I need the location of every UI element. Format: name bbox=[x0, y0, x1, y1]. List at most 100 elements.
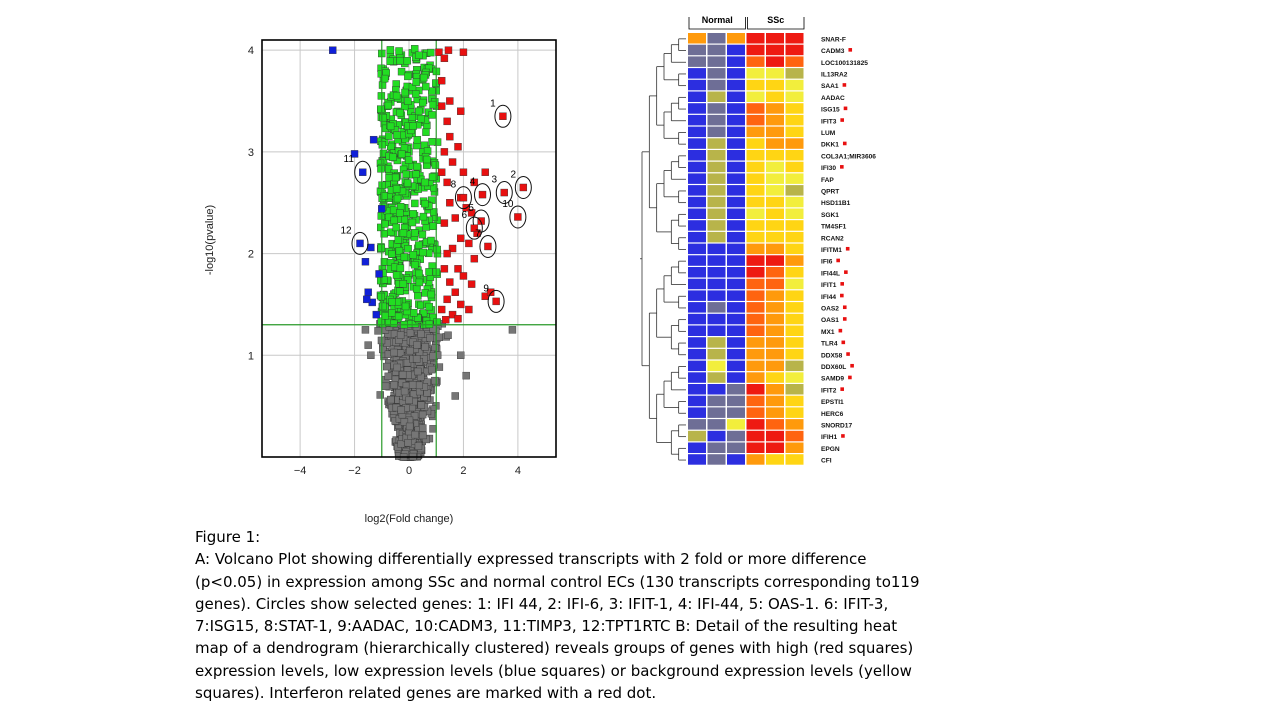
highlight-circle bbox=[354, 160, 372, 184]
green-point bbox=[427, 236, 435, 245]
heatmap-cell bbox=[707, 243, 726, 255]
heatmap-cell bbox=[727, 196, 745, 208]
gray-point bbox=[410, 412, 419, 420]
up-point bbox=[451, 288, 459, 296]
highlight-label: 11 bbox=[344, 154, 355, 165]
gene-label: SAMD9 bbox=[821, 376, 844, 383]
gene-label: IFI30 bbox=[821, 165, 836, 172]
gene-label: DKK1 bbox=[821, 142, 839, 149]
heatmap-cell bbox=[727, 384, 745, 395]
heatmap-cell bbox=[707, 290, 726, 301]
interferon-dot bbox=[848, 48, 853, 52]
up-point bbox=[446, 132, 454, 141]
heatmap-cell bbox=[785, 185, 804, 196]
heatmap-cell bbox=[688, 384, 706, 395]
y-tick-label: 3 bbox=[248, 147, 254, 159]
green-point bbox=[411, 229, 419, 237]
heatmap-cell bbox=[727, 407, 745, 418]
heatmap-cell bbox=[785, 173, 804, 184]
heatmap-cell bbox=[785, 384, 804, 395]
up-point bbox=[443, 178, 451, 187]
heatmap-cell bbox=[688, 243, 706, 255]
heatmap-cell bbox=[785, 395, 804, 407]
heatmap-cell bbox=[766, 407, 784, 418]
heatmap-cell bbox=[727, 442, 745, 453]
gray-point bbox=[419, 431, 427, 440]
highlighted-point bbox=[359, 168, 367, 176]
heatmap-cell bbox=[746, 337, 765, 348]
gene-labels: SNAR-F CADM3 LOC100131825 IL13RA2 SAA1 AADAC I… bbox=[821, 36, 876, 464]
gray-point bbox=[417, 330, 425, 338]
heatmap-cell bbox=[766, 68, 784, 79]
gene-label: DDX58 bbox=[821, 352, 843, 359]
heatmap-cell bbox=[766, 325, 784, 336]
highlight-label: 5 bbox=[468, 203, 474, 214]
heatmap-cell bbox=[766, 348, 784, 360]
green-point bbox=[422, 82, 430, 91]
interferon-dot bbox=[842, 83, 847, 87]
heatmap-cell bbox=[688, 267, 706, 278]
green-point bbox=[402, 170, 410, 179]
heatmap-cell bbox=[688, 185, 706, 196]
heatmap-cell bbox=[746, 430, 765, 442]
down-point bbox=[369, 135, 378, 144]
heatmap-cell bbox=[707, 255, 726, 266]
heatmap-cell bbox=[707, 103, 726, 114]
heatmap-cell bbox=[766, 419, 784, 430]
up-point bbox=[481, 168, 489, 176]
highlighted-point bbox=[459, 193, 468, 202]
heatmap-cell bbox=[785, 103, 804, 114]
interferon-dot bbox=[838, 328, 843, 333]
heatmap-cell bbox=[688, 161, 706, 173]
highlight-circle bbox=[351, 231, 369, 255]
heatmap-cell bbox=[727, 231, 745, 243]
heatmap-cell bbox=[766, 208, 784, 219]
green-point bbox=[421, 178, 429, 187]
heatmap-cell bbox=[746, 384, 765, 395]
green-point bbox=[390, 216, 399, 225]
y-tick-label: 4 bbox=[248, 45, 254, 57]
green-point bbox=[385, 132, 393, 140]
up-point bbox=[443, 295, 451, 304]
green-point bbox=[379, 302, 387, 311]
highlight-circle bbox=[495, 181, 513, 205]
heatmap-cell bbox=[727, 185, 745, 196]
interferon-dot bbox=[842, 305, 847, 310]
gray-point bbox=[411, 430, 419, 439]
heatmap-cell bbox=[785, 313, 804, 325]
green-point bbox=[394, 236, 402, 244]
heatmap-cell bbox=[746, 185, 765, 196]
green-point bbox=[410, 45, 419, 53]
heatmap-cell bbox=[707, 126, 726, 138]
up-point bbox=[451, 214, 459, 222]
green-point bbox=[419, 98, 427, 107]
heatmap-cell bbox=[727, 337, 745, 348]
heatmap-cell bbox=[707, 325, 726, 336]
threshold-lines bbox=[262, 40, 556, 457]
gene-label: AADAC bbox=[821, 95, 845, 102]
up-point bbox=[448, 310, 457, 319]
heatmap-cell bbox=[688, 337, 706, 348]
green-point bbox=[377, 105, 385, 113]
highlight-circle bbox=[479, 234, 497, 258]
highlighted-point bbox=[499, 112, 507, 120]
heatmap-cell bbox=[785, 337, 804, 348]
gene-label: IFIT2 bbox=[821, 387, 837, 394]
heatmap-cell bbox=[727, 150, 745, 161]
green-point bbox=[409, 251, 418, 259]
green-point bbox=[414, 292, 422, 300]
column-group-label: Normal bbox=[702, 15, 733, 25]
caption-line: map of a dendrogram (hierarchically clus… bbox=[195, 639, 914, 658]
up-point bbox=[454, 314, 462, 323]
green-point bbox=[396, 108, 404, 117]
gene-label: TM4SF1 bbox=[821, 224, 847, 231]
gray-point bbox=[390, 348, 398, 357]
heatmap-cell bbox=[766, 220, 784, 231]
heatmap-cell bbox=[766, 395, 784, 407]
heatmap-cell bbox=[746, 267, 765, 278]
heatmap-cell bbox=[707, 138, 726, 149]
heatmap-cell bbox=[707, 267, 726, 278]
green-point bbox=[384, 101, 393, 110]
